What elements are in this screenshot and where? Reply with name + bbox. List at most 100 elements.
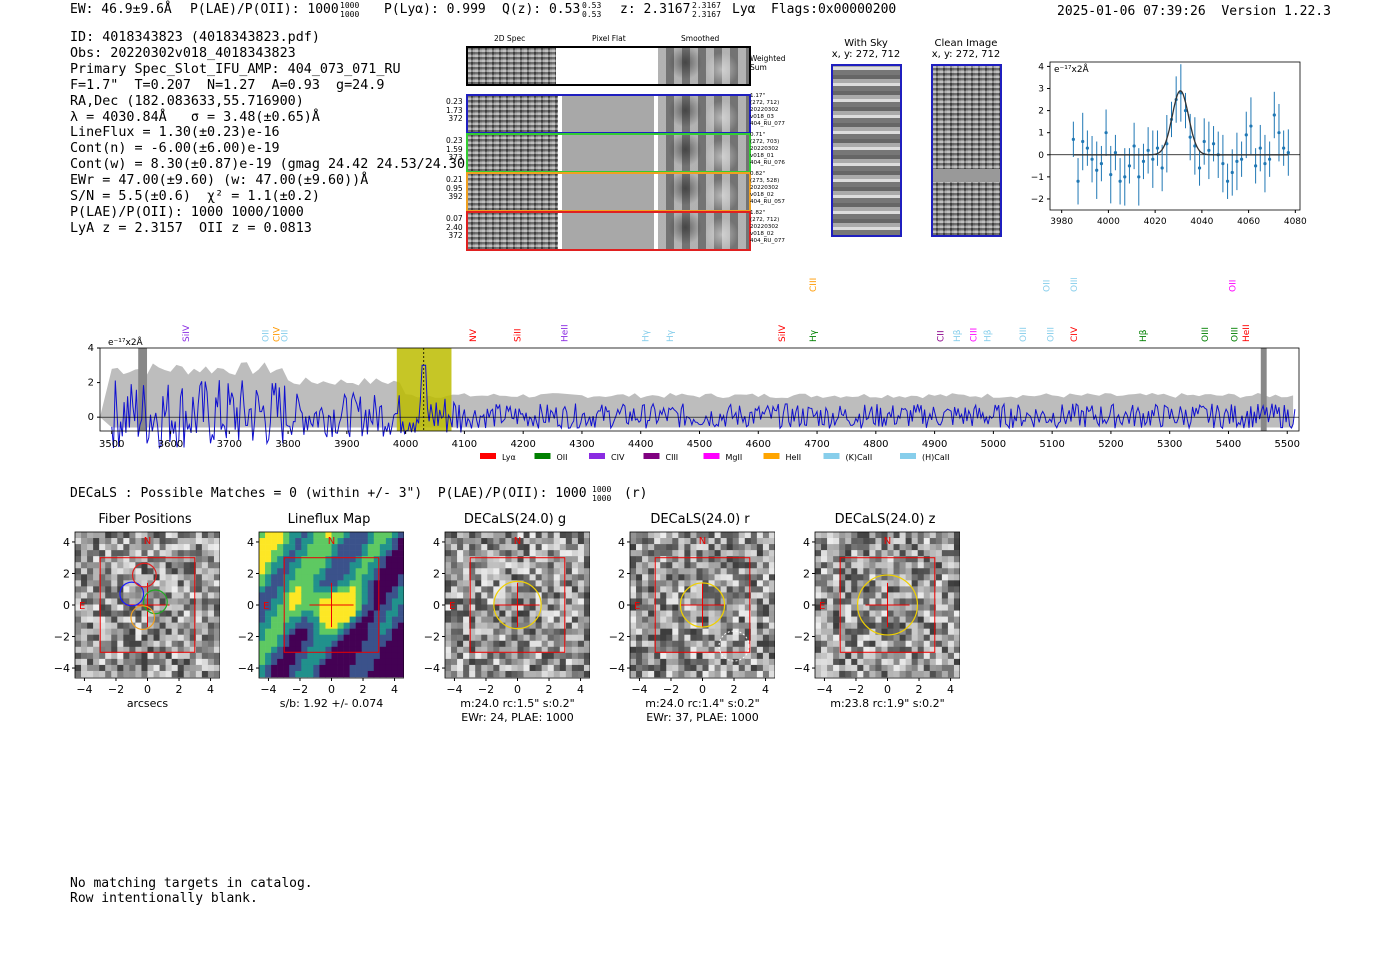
decals-pixel bbox=[105, 568, 112, 575]
decals-pixel bbox=[535, 628, 542, 636]
decals-pixel bbox=[129, 652, 136, 660]
decals-pixel bbox=[738, 574, 746, 581]
decals-pixel bbox=[213, 652, 220, 660]
decals-pixel bbox=[947, 604, 955, 611]
decals-pixel bbox=[307, 598, 314, 605]
decals-pixel bbox=[349, 592, 356, 599]
decals-pixel bbox=[869, 586, 876, 593]
decals-pixel bbox=[355, 592, 363, 599]
decals-pixel bbox=[839, 664, 846, 672]
decals-pixel bbox=[331, 670, 338, 678]
decals-pixel bbox=[385, 640, 393, 648]
decals-pixel bbox=[505, 562, 512, 569]
decals-pixel bbox=[87, 652, 94, 660]
decals-pixel bbox=[75, 652, 82, 660]
decals-pixel bbox=[295, 598, 302, 605]
decals-pixel bbox=[947, 616, 955, 623]
decals-pixel bbox=[917, 568, 925, 575]
header-qz: Q(z): 0.53 0.53 0.53 bbox=[502, 1, 602, 19]
decals-pixel bbox=[875, 604, 882, 611]
decals-pixel bbox=[517, 562, 524, 569]
decals-pixel bbox=[159, 670, 166, 678]
decals-pixel bbox=[636, 658, 643, 666]
decals-pixel bbox=[499, 628, 506, 636]
decals-pixel bbox=[123, 586, 130, 593]
decals-pixel bbox=[283, 640, 290, 648]
decals-pixel bbox=[451, 670, 458, 678]
emission-line-name: NV bbox=[469, 328, 479, 342]
decals-pixel bbox=[529, 640, 536, 648]
decals-pixel bbox=[213, 568, 220, 575]
decals-pixel bbox=[463, 652, 470, 660]
decals-pixel bbox=[744, 652, 752, 660]
decals-pixel bbox=[672, 562, 679, 569]
decals-pixel bbox=[379, 574, 387, 581]
decals-pixel bbox=[881, 592, 888, 599]
decals-pixel bbox=[343, 628, 350, 636]
emission-line-label: Hγ bbox=[641, 329, 651, 342]
decals-pixel bbox=[343, 580, 350, 587]
zoom-data-point bbox=[1095, 168, 1099, 172]
decals-pixel bbox=[577, 628, 585, 636]
decals-pixel bbox=[571, 538, 579, 545]
decals-pixel bbox=[99, 670, 106, 678]
decals-pixel bbox=[899, 658, 906, 666]
decals-pixel bbox=[642, 538, 649, 545]
decals-pixel bbox=[469, 646, 476, 654]
decals-pixel bbox=[857, 616, 864, 623]
decals-pixel bbox=[750, 652, 758, 660]
decals-pixel bbox=[295, 634, 302, 642]
col-header-pixelflat: Pixel Flat bbox=[592, 34, 626, 43]
decals-pixel bbox=[953, 592, 960, 599]
decals-pixel bbox=[660, 616, 667, 623]
decals-pixel bbox=[577, 556, 585, 563]
decals-pixel bbox=[523, 664, 530, 672]
decals-pixel bbox=[135, 550, 142, 557]
decals-pixel bbox=[720, 574, 727, 581]
decals-pixel bbox=[917, 556, 925, 563]
decals-pixel bbox=[307, 640, 314, 648]
decals-pixel bbox=[732, 610, 740, 617]
decals-pixel bbox=[331, 532, 338, 539]
decals-pixel bbox=[463, 646, 470, 654]
decals-pixel bbox=[499, 556, 506, 563]
decals-pixel bbox=[331, 610, 338, 617]
decals-pixel bbox=[117, 532, 124, 539]
decals-pixel bbox=[355, 604, 363, 611]
decals-pixel bbox=[171, 670, 179, 678]
decals-pixel bbox=[869, 532, 876, 539]
decals-pixel bbox=[833, 634, 840, 642]
decals-pixel bbox=[696, 562, 703, 569]
decals-pixel bbox=[768, 670, 775, 678]
decals-pixel bbox=[331, 580, 338, 587]
decals-pixel bbox=[171, 538, 179, 545]
decals-pixel bbox=[529, 550, 536, 557]
decals-pixel bbox=[259, 538, 266, 545]
decals-pixel bbox=[833, 544, 840, 551]
decals-pixel bbox=[857, 646, 864, 654]
decals-pixel bbox=[159, 640, 166, 648]
legend-label: (H)CaII bbox=[922, 453, 949, 462]
decals-pixel bbox=[744, 634, 752, 642]
decals-pixel bbox=[487, 622, 494, 629]
zoom-data-point bbox=[1118, 179, 1122, 183]
decals-pixel bbox=[923, 658, 931, 666]
decals-pixel bbox=[517, 568, 524, 575]
decals-pixel bbox=[457, 556, 464, 563]
decals-pixel bbox=[265, 592, 272, 599]
decals-pixel bbox=[361, 646, 369, 654]
decals-pixel bbox=[445, 568, 452, 575]
decals-pixel bbox=[672, 664, 679, 672]
decals-pixel bbox=[881, 604, 888, 611]
decals-pixel bbox=[517, 622, 524, 629]
decals-pixel bbox=[379, 628, 387, 636]
decals-pixel bbox=[559, 592, 567, 599]
decals-pixel bbox=[702, 652, 709, 660]
decals-pixel bbox=[756, 568, 764, 575]
decals-pixel bbox=[905, 664, 912, 672]
decals-pixel bbox=[911, 568, 919, 575]
decals-pixel bbox=[201, 652, 209, 660]
decals-pixel bbox=[493, 586, 500, 593]
decals-pixel bbox=[135, 652, 142, 660]
decals-pixel bbox=[373, 610, 381, 617]
